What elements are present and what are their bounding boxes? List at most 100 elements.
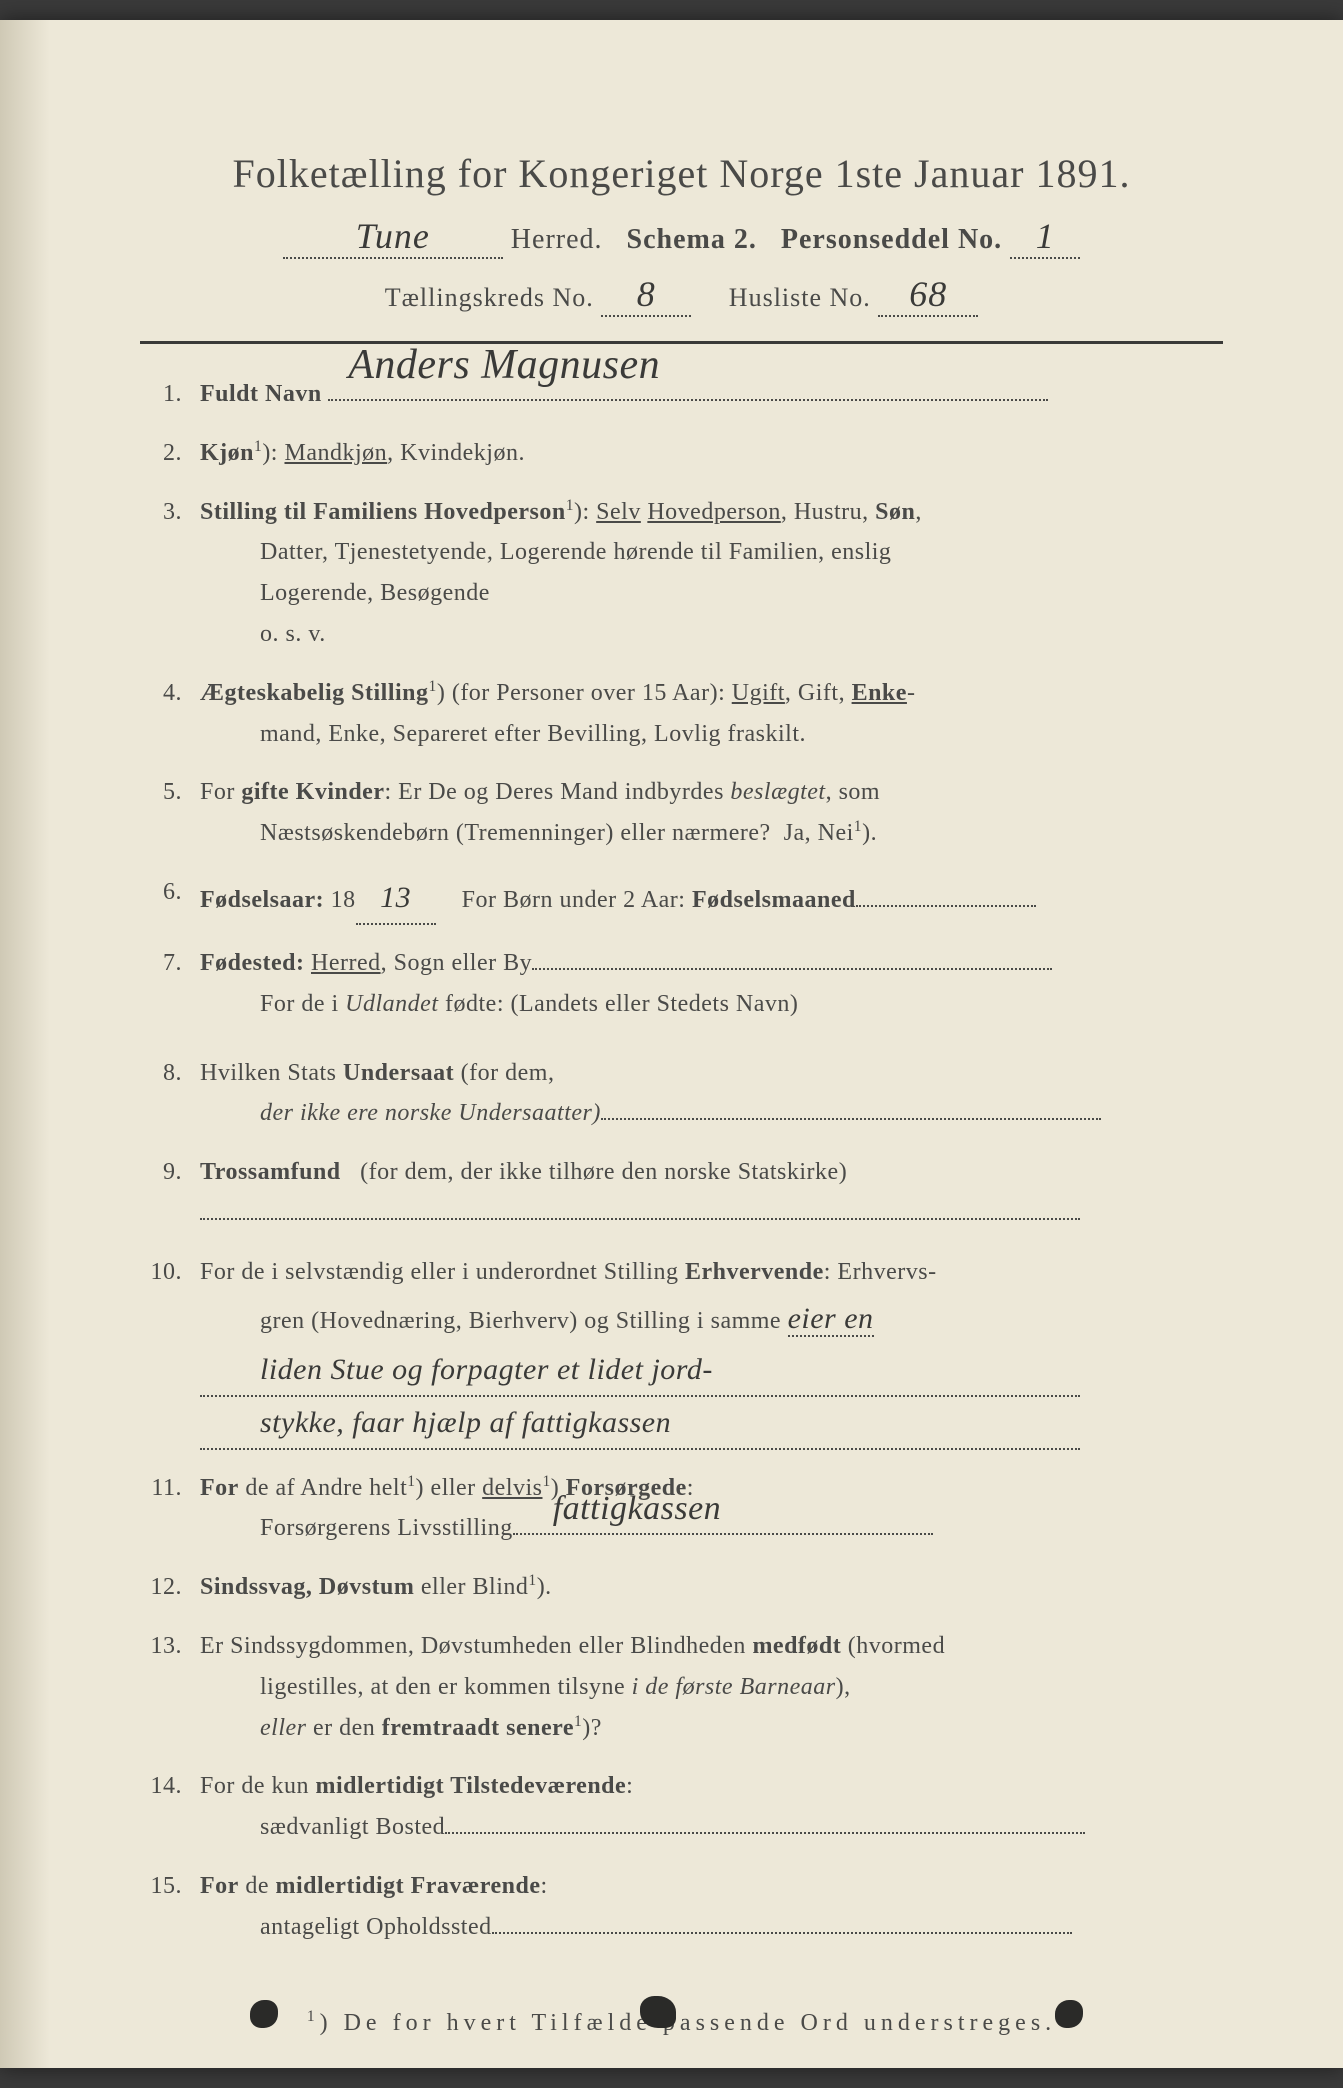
- line2: der ikke ere norske Undersaatter): [200, 1100, 601, 1126]
- fodested-label: Fødested:: [200, 950, 304, 976]
- entry-body: Ægteskabelig Stilling1) (for Personer ov…: [200, 673, 1223, 755]
- sindssvag-label: Sindssvag, Døvstum: [200, 1574, 414, 1600]
- entry-body: Fødested: Herred, Sogn eller By For de i…: [200, 943, 1223, 1025]
- sup: 1: [528, 1572, 536, 1589]
- line2: mand, Enke, Separeret efter Bevilling, L…: [200, 721, 806, 747]
- entry-body: Kjøn1): Mandkjøn, Kvindekjøn.: [200, 433, 1223, 474]
- line2: Datter, Tjenestetyende, Logerende hørend…: [200, 539, 891, 565]
- hovedperson: Hovedperson: [647, 499, 780, 525]
- fuldt-navn-label: Fuldt Navn: [200, 381, 322, 407]
- personseddel-label: Personseddel No.: [781, 224, 1002, 255]
- livsstilling-field: fattigkassen: [513, 1533, 933, 1535]
- born-text: For Børn under 2 Aar: Fødselsmaaned: [462, 887, 856, 913]
- colon: ):: [262, 440, 284, 466]
- subtitle-row-1: Tune Herred. Schema 2. Personseddel No. …: [140, 215, 1223, 259]
- line2: gren (Hovednæring, Bierhverv) og Stillin…: [200, 1308, 874, 1334]
- kreds-field: 8: [601, 273, 691, 317]
- aegte-label: Ægteskabelig Stilling: [200, 680, 429, 706]
- line2: Forsørgerens Livsstillingfattigkassen: [200, 1515, 933, 1541]
- header-rule: [140, 341, 1223, 344]
- footnote-text: ) De for hvert Tilfælde passende Ord und…: [320, 2010, 1057, 2036]
- entry-num: 6.: [140, 872, 200, 925]
- entry-num: 12.: [140, 1567, 200, 1608]
- colon: ):: [574, 499, 596, 525]
- entry-7: 7. Fødested: Herred, Sogn eller By For d…: [140, 943, 1223, 1025]
- year-field: 13: [356, 872, 436, 925]
- sup2: 1: [543, 1473, 551, 1490]
- hand3: stykke, faar hjælp af fattigkassen: [200, 1397, 1080, 1450]
- hand2: liden Stue og forpagter et lidet jord-: [200, 1344, 1080, 1397]
- fuldt-navn-hand: Anders Magnusen: [348, 330, 660, 401]
- line4: o. s. v.: [200, 621, 326, 647]
- midlertidigt-fra: midlertidigt Fraværende: [275, 1873, 540, 1899]
- herred-label: Herred.: [511, 224, 603, 255]
- entry-body: Fødselsaar: 1813 For Børn under 2 Aar: F…: [200, 872, 1223, 925]
- paper-edge-shadow: [0, 20, 50, 2068]
- entry-body: For gifte Kvinder: Er De og Deres Mand i…: [200, 772, 1223, 854]
- entry-num: 13.: [140, 1626, 200, 1748]
- husliste-hand: 68: [909, 274, 947, 314]
- entry-12: 12. Sindssvag, Døvstum eller Blind1).: [140, 1567, 1223, 1608]
- livsstilling-hand: fattigkassen: [553, 1480, 721, 1538]
- fodselsaar-label: Fødselsaar:: [200, 887, 324, 913]
- paper-tear: [640, 1996, 676, 2028]
- entry-4: 4. Ægteskabelig Stilling1) (for Personer…: [140, 673, 1223, 755]
- entry-body: Fuldt Navn Anders Magnusen: [200, 374, 1223, 415]
- kreds-label: Tællingskreds No.: [385, 283, 594, 312]
- line2: ligestilles, at den er kommen tilsyne i …: [200, 1674, 851, 1700]
- subtitle-row-2: Tællingskreds No. 8 Husliste No. 68: [140, 273, 1223, 317]
- entry-num: 5.: [140, 772, 200, 854]
- entry-10: 10. For de i selvstændig eller i underor…: [140, 1252, 1223, 1450]
- line2: Næstsøskendebørn (Tremenninger) eller næ…: [200, 820, 877, 846]
- ugift: Ugift: [732, 680, 785, 706]
- sup: 1: [429, 678, 437, 695]
- herred-handwritten: Tune: [356, 216, 430, 256]
- entry-14: 14. For de kun midlertidigt Tilstedevære…: [140, 1766, 1223, 1848]
- schema-label: Schema 2.: [627, 224, 757, 255]
- tros-field: [200, 1218, 1080, 1220]
- line2: sædvanligt Bosted: [200, 1814, 1085, 1840]
- son: Søn: [875, 499, 915, 525]
- entry-num: 3.: [140, 492, 200, 655]
- fuldt-navn-field: Anders Magnusen: [328, 399, 1048, 401]
- entry-body: For de af Andre helt1) eller delvis1) Fo…: [200, 1468, 1223, 1550]
- entry-13: 13. Er Sindssygdommen, Døvstumheden elle…: [140, 1626, 1223, 1748]
- stilling-label: Stilling til Familiens Hovedperson: [200, 499, 566, 525]
- entry-num: 9.: [140, 1152, 200, 1234]
- entry-num: 4.: [140, 673, 200, 755]
- enke: Enke: [852, 680, 907, 706]
- hand1: eier en: [788, 1302, 874, 1337]
- personseddel-field: 1: [1010, 215, 1080, 259]
- beslaegtet: beslægtet: [730, 779, 825, 805]
- entry-9: 9. Trossamfund (for dem, der ikke tilhør…: [140, 1152, 1223, 1234]
- kjon-options: Mandkjøn: [284, 440, 387, 466]
- midlertidigt-til: midlertidigt Tilstedeværende: [316, 1773, 627, 1799]
- bosted-field: [445, 1832, 1085, 1834]
- entry-num: 10.: [140, 1252, 200, 1450]
- end: ).: [537, 1574, 552, 1600]
- trossamfund-label: Trossamfund: [200, 1159, 341, 1185]
- maaned-field: [856, 905, 1036, 907]
- fodested-field: [532, 968, 1052, 970]
- line2: antageligt Opholdssted: [200, 1914, 1072, 1940]
- entry-body: Er Sindssygdommen, Døvstumheden eller Bl…: [200, 1626, 1223, 1748]
- entry-5: 5. For gifte Kvinder: Er De og Deres Man…: [140, 772, 1223, 854]
- line3: Logerende, Besøgende: [200, 580, 490, 606]
- undersaat: Undersaat: [343, 1060, 454, 1086]
- gifte: gifte Kvinder: [241, 779, 384, 805]
- entry-3: 3. Stilling til Familiens Hovedperson1):…: [140, 492, 1223, 655]
- end: ).: [862, 820, 877, 846]
- form-header: Folketælling for Kongeriget Norge 1ste J…: [140, 150, 1223, 344]
- entry-body: Sindssvag, Døvstum eller Blind1).: [200, 1567, 1223, 1608]
- husliste-label: Husliste No.: [729, 283, 871, 312]
- footnote-sup: 1: [307, 2008, 320, 2025]
- entry-num: 8.: [140, 1053, 200, 1135]
- entry-15: 15. For de midlertidigt Fraværende: anta…: [140, 1866, 1223, 1948]
- entry-num: 7.: [140, 943, 200, 1025]
- year-hand: 13: [380, 881, 411, 914]
- medfodt: medfødt: [752, 1633, 841, 1659]
- personseddel-hand: 1: [1036, 216, 1055, 256]
- for: For: [200, 1873, 239, 1899]
- sup: 1: [854, 818, 862, 835]
- entry-body: Hvilken Stats Undersaat (for dem, der ik…: [200, 1053, 1223, 1135]
